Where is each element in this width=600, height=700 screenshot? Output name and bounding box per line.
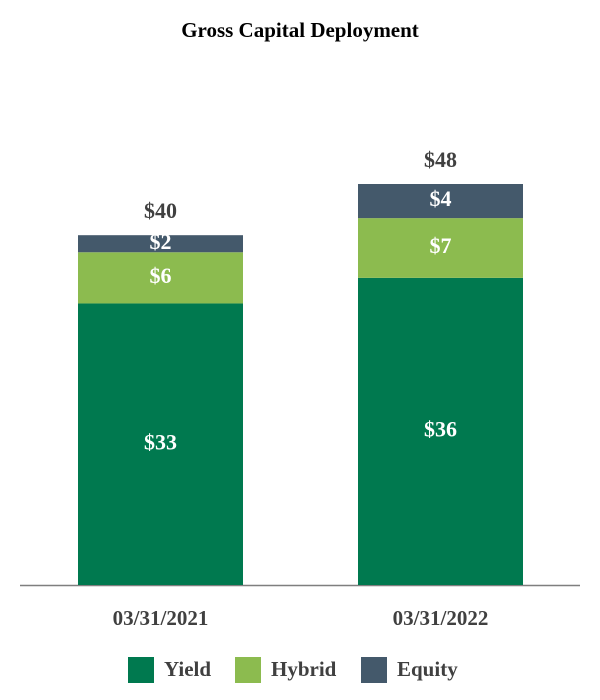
legend-swatch [128, 657, 154, 683]
total-label: $40 [144, 198, 177, 223]
chart-title: Gross Capital Deployment [181, 18, 419, 42]
bar-segment [358, 184, 523, 219]
bar-segment [78, 303, 243, 585]
data-label: $2 [150, 229, 172, 254]
bar-segment [358, 277, 523, 585]
data-label: $36 [424, 416, 457, 441]
legend-label: Yield [164, 657, 211, 681]
total-label: $48 [424, 147, 457, 172]
legend-label: Equity [397, 657, 458, 681]
data-label: $7 [430, 233, 452, 258]
legend-swatch [235, 657, 261, 683]
bar-segment [358, 218, 523, 278]
data-label: $33 [144, 429, 177, 454]
bar-segment [78, 235, 243, 253]
bar-segment [78, 252, 243, 304]
data-label: $6 [150, 263, 172, 288]
x-tick-label: 03/31/2022 [393, 606, 489, 630]
x-tick-label: 03/31/2021 [113, 606, 209, 630]
data-label: $4 [430, 186, 452, 211]
legend-label: Hybrid [271, 657, 337, 681]
legend-swatch [361, 657, 387, 683]
